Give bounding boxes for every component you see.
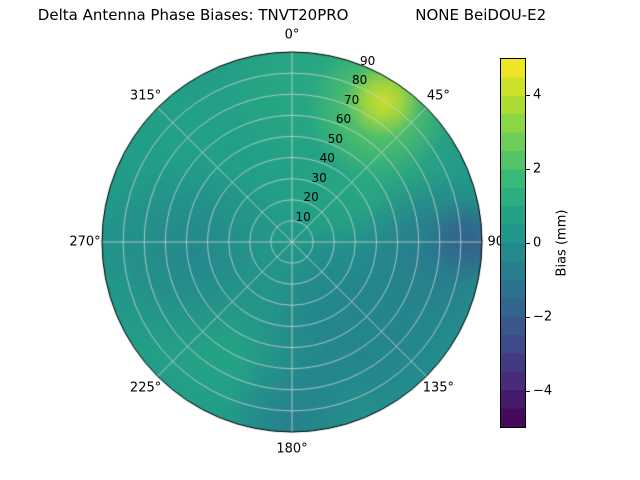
- colorbar-label: Bias (mm): [554, 209, 570, 277]
- colorbar-tick-label: 4: [533, 87, 542, 103]
- colorbar-tick-label: −4: [533, 383, 553, 399]
- colorbar-tick-label: 2: [533, 161, 542, 177]
- colorbar-tick-label: 0: [533, 235, 542, 251]
- colorbar-tick-label: −2: [533, 309, 553, 325]
- colorbar-tick-mark: [526, 243, 530, 244]
- colorbar-tick-mark: [526, 169, 530, 170]
- colorbar-tick-mark: [526, 95, 530, 96]
- colorbar-gradient: [500, 58, 526, 428]
- colorbar-tick-mark: [526, 391, 530, 392]
- colorbar-tick-mark: [526, 317, 530, 318]
